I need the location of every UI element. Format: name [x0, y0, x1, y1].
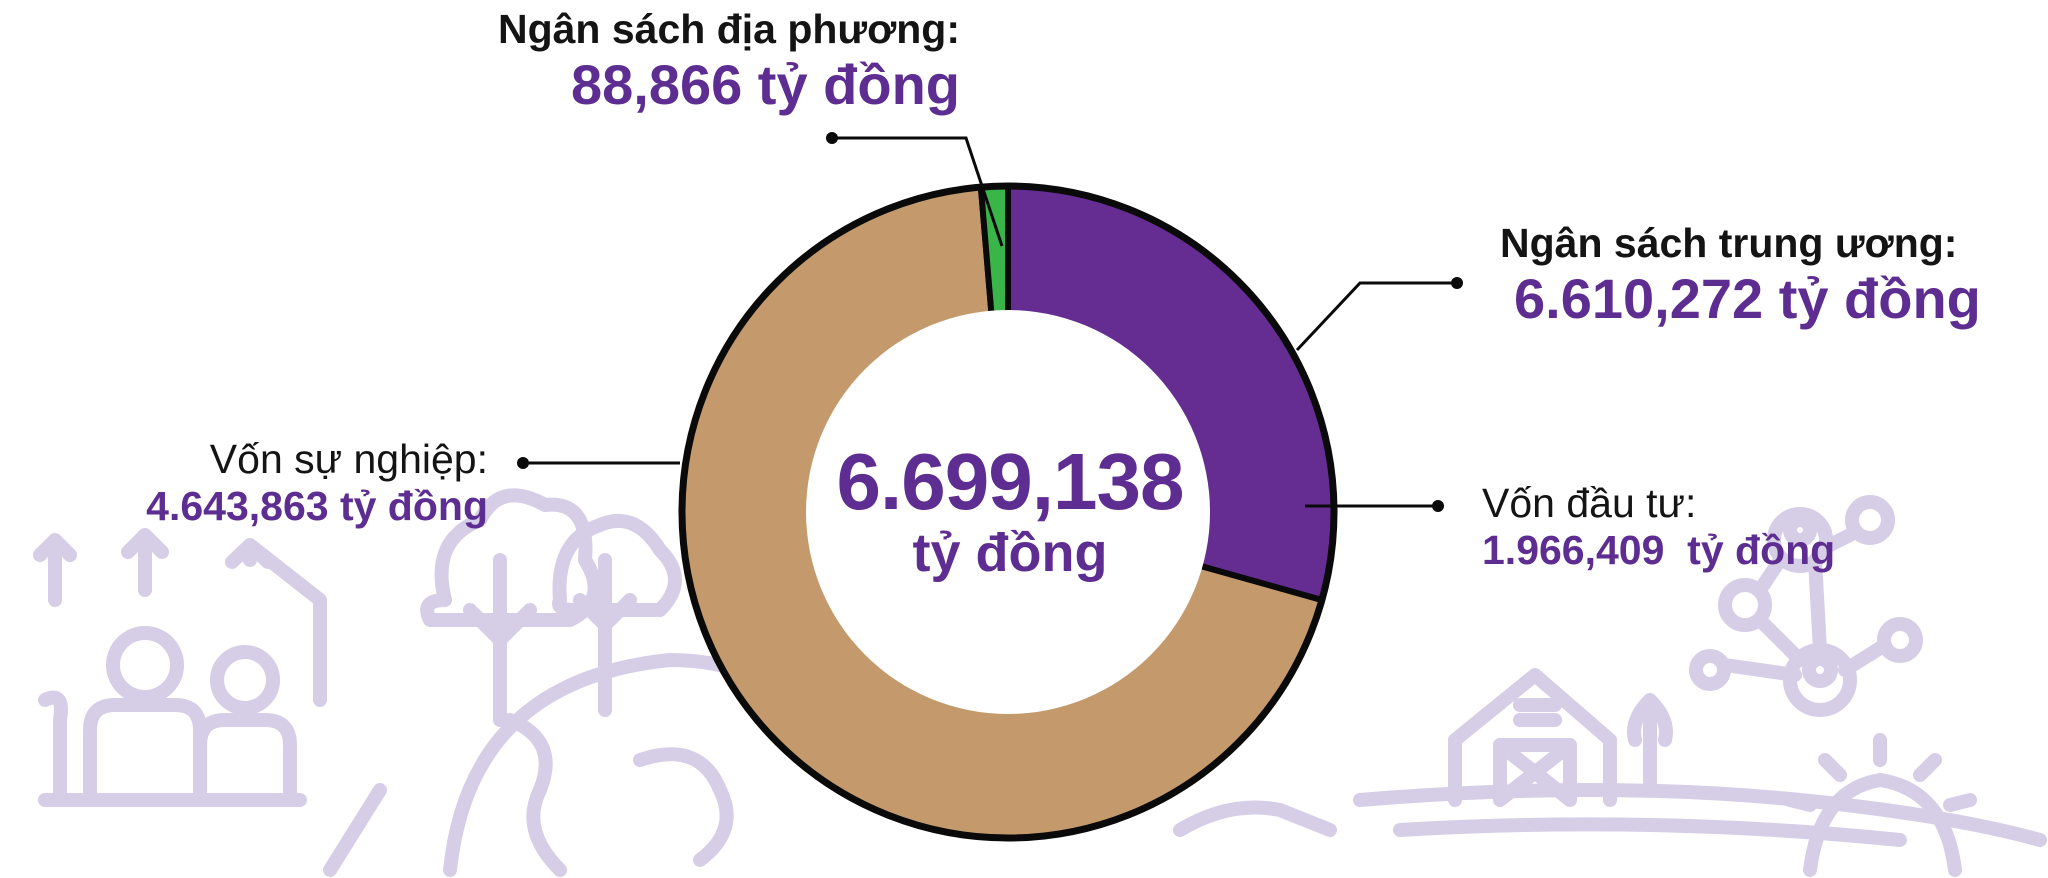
label-local-budget-value: 88,866 tỷ đồng: [570, 53, 960, 117]
label-operating-name: Vốn sự nghiệp:: [209, 436, 488, 482]
label-local-budget: Ngân sách địa phương: 88,866 tỷ đồng: [474, 6, 960, 118]
label-central-budget-value: 6.610,272 tỷ đồng: [1514, 267, 1981, 331]
leader-dot-central: [1451, 277, 1463, 289]
label-investment: Vốn đầu tư: 1.966,409 tỷ đồng: [1482, 480, 1835, 574]
donut-outline: [678, 182, 1338, 842]
label-local-budget-name: Ngân sách địa phương:: [497, 6, 960, 52]
leader-line-local: [832, 136, 1004, 247]
label-operating: Vốn sự nghiệp: 4.643,863 tỷ đồng: [96, 436, 488, 530]
label-investment-name: Vốn đầu tư:: [1482, 480, 1697, 526]
leader-line-central: [1295, 281, 1457, 352]
leader-dot-investment: [1432, 500, 1444, 512]
label-central-budget-name: Ngân sách trung ương:: [1500, 220, 1958, 266]
donut-center-total: 6.699,138 tỷ đồng: [800, 440, 1220, 583]
label-central-budget: Ngân sách trung ương: 6.610,272 tỷ đồng: [1500, 220, 1981, 332]
label-operating-value: 4.643,863 tỷ đồng: [146, 483, 488, 530]
donut-center-hole: [806, 310, 1210, 714]
label-investment-value: 1.966,409 tỷ đồng: [1482, 527, 1836, 574]
leader-dot-local: [826, 132, 838, 144]
center-total-value: 6.699,138: [836, 437, 1185, 526]
center-total-unit: tỷ đồng: [912, 523, 1108, 583]
leader-dot-operating: [517, 457, 529, 469]
